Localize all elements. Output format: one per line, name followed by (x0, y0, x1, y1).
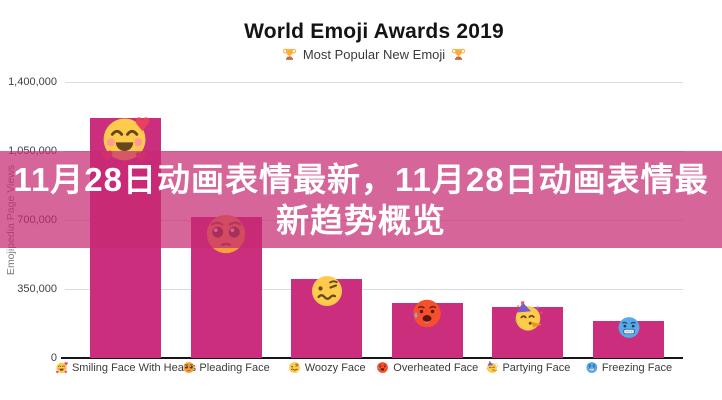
legend-label-pleading-face: Pleading Face (199, 361, 270, 374)
x-axis-legend: ♥ ♥ ♥ Smiling Face With Hearts Pleading Face… (0, 361, 722, 383)
bar-emoji-woozy-face (309, 273, 345, 309)
legend-item-partying-face: Partying Face (485, 361, 570, 374)
bar-woozy-face (291, 276, 363, 358)
bar-freezing-face (593, 316, 664, 358)
chart-subtitle-text: Most Popular New Emoji (302, 47, 446, 62)
chart-header: World Emoji Awards 2019 Most Popular New… (65, 20, 683, 62)
partying-face-icon (514, 301, 543, 331)
bar-partying-face (492, 301, 564, 358)
legend-label-overheated-face: Overheated Face (393, 361, 479, 374)
svg-text:♥: ♥ (55, 370, 58, 374)
overlay-banner-line2: 新趋势概览 (276, 201, 446, 239)
chart-title: World Emoji Awards 2019 (244, 20, 504, 43)
bar-emoji-overheated-face (411, 297, 444, 330)
legend-item-freezing-face: Freezing Face (585, 361, 672, 374)
bar-emoji-freezing-face (616, 315, 641, 340)
svg-text:♥: ♥ (64, 371, 67, 374)
overlay-banner-line1: 11月28日动画表情最新，11月28日动画表情最 (13, 160, 709, 198)
y-tick-label-1400000: 1,400,000 (8, 76, 57, 88)
svg-text:♥: ♥ (133, 114, 150, 135)
trophy-icon (282, 47, 297, 62)
overheated-face-icon (413, 299, 442, 328)
overheated-face-icon (377, 362, 389, 373)
chart-subtitle: Most Popular New Emoji (65, 47, 683, 62)
svg-text:♥: ♥ (63, 362, 67, 368)
woozy-face-icon (288, 362, 300, 373)
y-tick-label-0: 0 (50, 352, 57, 364)
legend-item-woozy-face: Woozy Face (288, 361, 366, 374)
smiling-face-with-hearts-icon: ♥ ♥ ♥ (55, 362, 68, 374)
freezing-face-icon (618, 316, 639, 338)
legend-label-smiling-face-with-hearts: Smiling Face With Hearts (71, 361, 197, 374)
legend-label-freezing-face: Freezing Face (601, 361, 673, 374)
overlay-banner: 11月28日动画表情最新，11月28日动画表情最 新趋势概览 (0, 151, 722, 248)
woozy-face-icon (311, 276, 342, 307)
legend-item-overheated-face: Overheated Face (376, 361, 478, 374)
freezing-face-icon (585, 362, 597, 373)
gridline-1400000 (65, 82, 683, 83)
legend-label-partying-face: Partying Face (502, 361, 571, 374)
pleading-face-icon (183, 362, 195, 373)
bar-emoji-partying-face (512, 301, 544, 333)
bar-overheated-face (391, 299, 463, 358)
gridline-350000 (65, 289, 683, 290)
legend-item-pleading-face: Pleading Face (182, 361, 270, 374)
partying-face-icon (486, 361, 498, 374)
trophy-icon (451, 47, 466, 62)
y-tick-label-350000: 350,000 (17, 283, 57, 295)
legend-label-woozy-face: Woozy Face (304, 361, 366, 374)
legend-item-smiling-face-with-hearts: ♥ ♥ ♥ Smiling Face With Hearts (55, 361, 197, 375)
x-axis-line (61, 357, 683, 359)
